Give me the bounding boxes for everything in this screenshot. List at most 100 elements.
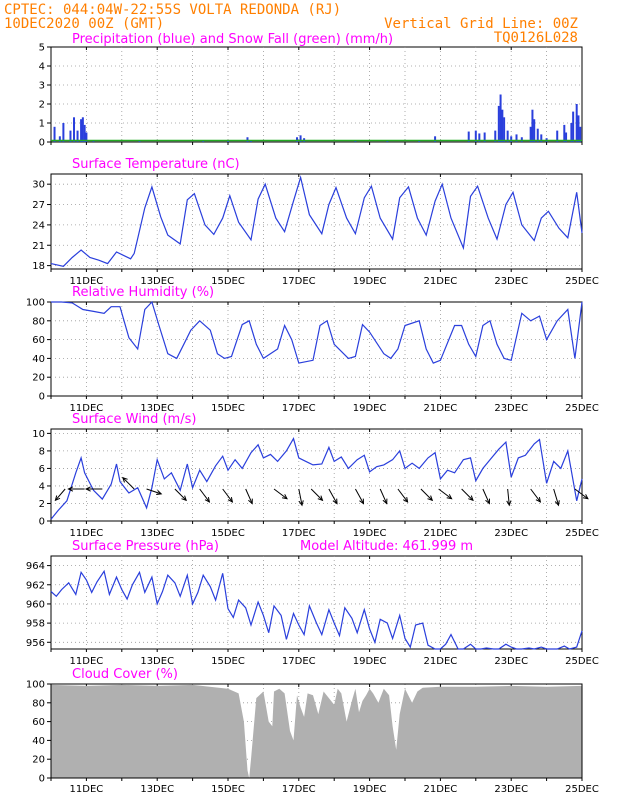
x-date-label: 15DEC <box>211 784 245 795</box>
precip-bar <box>501 109 504 142</box>
cloud-cover-area <box>51 684 582 778</box>
precip-bar <box>497 105 500 142</box>
y-tick-label: 20 <box>32 373 45 384</box>
x-date-label: 17DEC <box>282 403 316 414</box>
precip-bar <box>85 132 88 142</box>
header: CPTEC: 044:04W-22:55S VOLTA REDONDA (RJ)… <box>4 2 578 46</box>
wind-arrow-shaft <box>199 488 210 503</box>
y-tick-label: 2 <box>39 100 45 111</box>
y-tick-label: 960 <box>26 599 45 610</box>
x-date-label: 25DEC <box>565 403 599 414</box>
wind-arrow-shaft <box>146 488 162 495</box>
x-date-label: 15DEC <box>211 403 245 414</box>
wind-arrow-head <box>332 498 338 505</box>
precip-bar <box>246 137 249 142</box>
header-grid-note: Vertical Grid Line: 00Z <box>384 16 578 32</box>
plot-frame-top <box>50 683 583 779</box>
y-tick-label: 4 <box>39 481 45 492</box>
wind-arrow-head <box>485 498 490 505</box>
wind-arrow-head <box>204 497 211 503</box>
wind-arrow-head <box>446 494 453 500</box>
precip-bar <box>202 141 205 142</box>
wind-arrow-head <box>298 500 304 507</box>
y-tick-label: 40 <box>32 736 45 747</box>
y-tick-label: 5 <box>39 43 45 54</box>
header-location: CPTEC: 044:04W-22:55S VOLTA REDONDA (RJ) <box>4 2 341 18</box>
x-date-label: 17DEC <box>282 656 316 667</box>
pressure-series-line <box>50 569 583 650</box>
y-tick-label: 10 <box>32 429 45 440</box>
x-date-label: 23DEC <box>494 656 528 667</box>
wind-arrow-head <box>227 497 234 503</box>
wind-arrow-shaft <box>328 488 338 504</box>
x-date-label: 21DEC <box>424 784 458 795</box>
panel-title: Surface Temperature (nC) <box>72 157 240 172</box>
x-date-label: 17DEC <box>282 528 316 539</box>
wind-arrow-shaft <box>420 488 433 501</box>
wind-arrow-head <box>54 495 61 502</box>
panel-title: Precipitation (blue) and Snow Fall (gree… <box>72 32 393 47</box>
panel-title: Surface Wind (m/s) <box>72 412 196 427</box>
plot-frame <box>50 46 583 143</box>
y-tick-label: 30 <box>32 180 45 191</box>
precip-bar <box>570 123 573 142</box>
x-date-label: 13DEC <box>140 528 174 539</box>
precip-bar <box>227 141 229 142</box>
x-date-label: 11DEC <box>70 528 104 539</box>
wind-arrow-head <box>317 495 324 502</box>
panel-temperature: 18 21 24 27 30 Surface Temperature (nC) 11DEC 1… <box>32 157 599 287</box>
precip-bar <box>494 130 497 142</box>
x-date-label: 19DEC <box>353 656 387 667</box>
humidity-series-line <box>51 300 583 364</box>
y-tick-label: 956 <box>26 638 45 649</box>
wind-arrows <box>54 476 589 507</box>
x-date-label: 19DEC <box>353 784 387 795</box>
x-date-label: 13DEC <box>140 276 174 287</box>
y-tick-label: 40 <box>32 354 45 365</box>
x-date-label: 15DEC <box>211 276 245 287</box>
precip-bar <box>296 137 299 142</box>
x-date-label: 19DEC <box>353 528 387 539</box>
wind-arrow-shaft <box>273 488 288 500</box>
precip-bar <box>533 119 536 142</box>
wind-arrow-shaft <box>397 488 409 503</box>
wind-arrow-shaft <box>553 488 560 506</box>
x-date-label: 21DEC <box>424 276 458 287</box>
header-datetime: 10DEC2020 00Z (GMT) <box>4 16 164 32</box>
x-date-label: 11DEC <box>70 784 104 795</box>
plot-frame <box>50 173 583 270</box>
panel-wind: 0 2 4 6 8 10 Surface Wind (m/s) 11DEC 13DEC 15DEC… <box>32 412 599 539</box>
x-date-label: 23DEC <box>494 528 528 539</box>
y-tick-label: 958 <box>26 619 45 630</box>
precip-bar <box>506 130 509 142</box>
precip-bar <box>499 94 502 142</box>
y-tick-label: 60 <box>32 717 45 728</box>
wind-arrow-shaft <box>310 488 323 501</box>
x-date-label: 11DEC <box>70 656 104 667</box>
header-code: TQ0126L028 <box>494 30 578 46</box>
y-tick-label: 80 <box>32 698 45 709</box>
wind-arrow-shaft <box>222 488 233 503</box>
y-tick-label: 0 <box>39 138 45 149</box>
wind-arrow-shaft <box>55 488 66 501</box>
precip-bar <box>503 117 506 142</box>
precip-bar <box>418 141 421 142</box>
x-date-label: 17DEC <box>282 276 316 287</box>
x-date-label: 25DEC <box>565 784 599 795</box>
precip-bar <box>510 136 513 142</box>
wind-arrow-shaft <box>245 488 253 504</box>
x-date-label: 13DEC <box>140 656 174 667</box>
panel-precip: 0 1 2 3 4 5 Precipitation (blue) and Snow Fall… <box>39 32 583 149</box>
y-tick-label: 962 <box>26 580 45 591</box>
precip-bar <box>299 135 302 142</box>
wind-arrow-head <box>121 476 128 483</box>
precip-bar <box>529 126 532 142</box>
y-tick-label: 8 <box>39 446 45 457</box>
y-tick-label: 0 <box>39 774 45 785</box>
y-tick-label: 100 <box>26 298 45 309</box>
panel-title: Relative Humidity (%) <box>72 285 214 300</box>
precip-bar <box>80 119 83 142</box>
precip-bar <box>520 137 523 142</box>
precip-bar <box>483 132 486 142</box>
y-tick-label: 100 <box>26 680 45 691</box>
